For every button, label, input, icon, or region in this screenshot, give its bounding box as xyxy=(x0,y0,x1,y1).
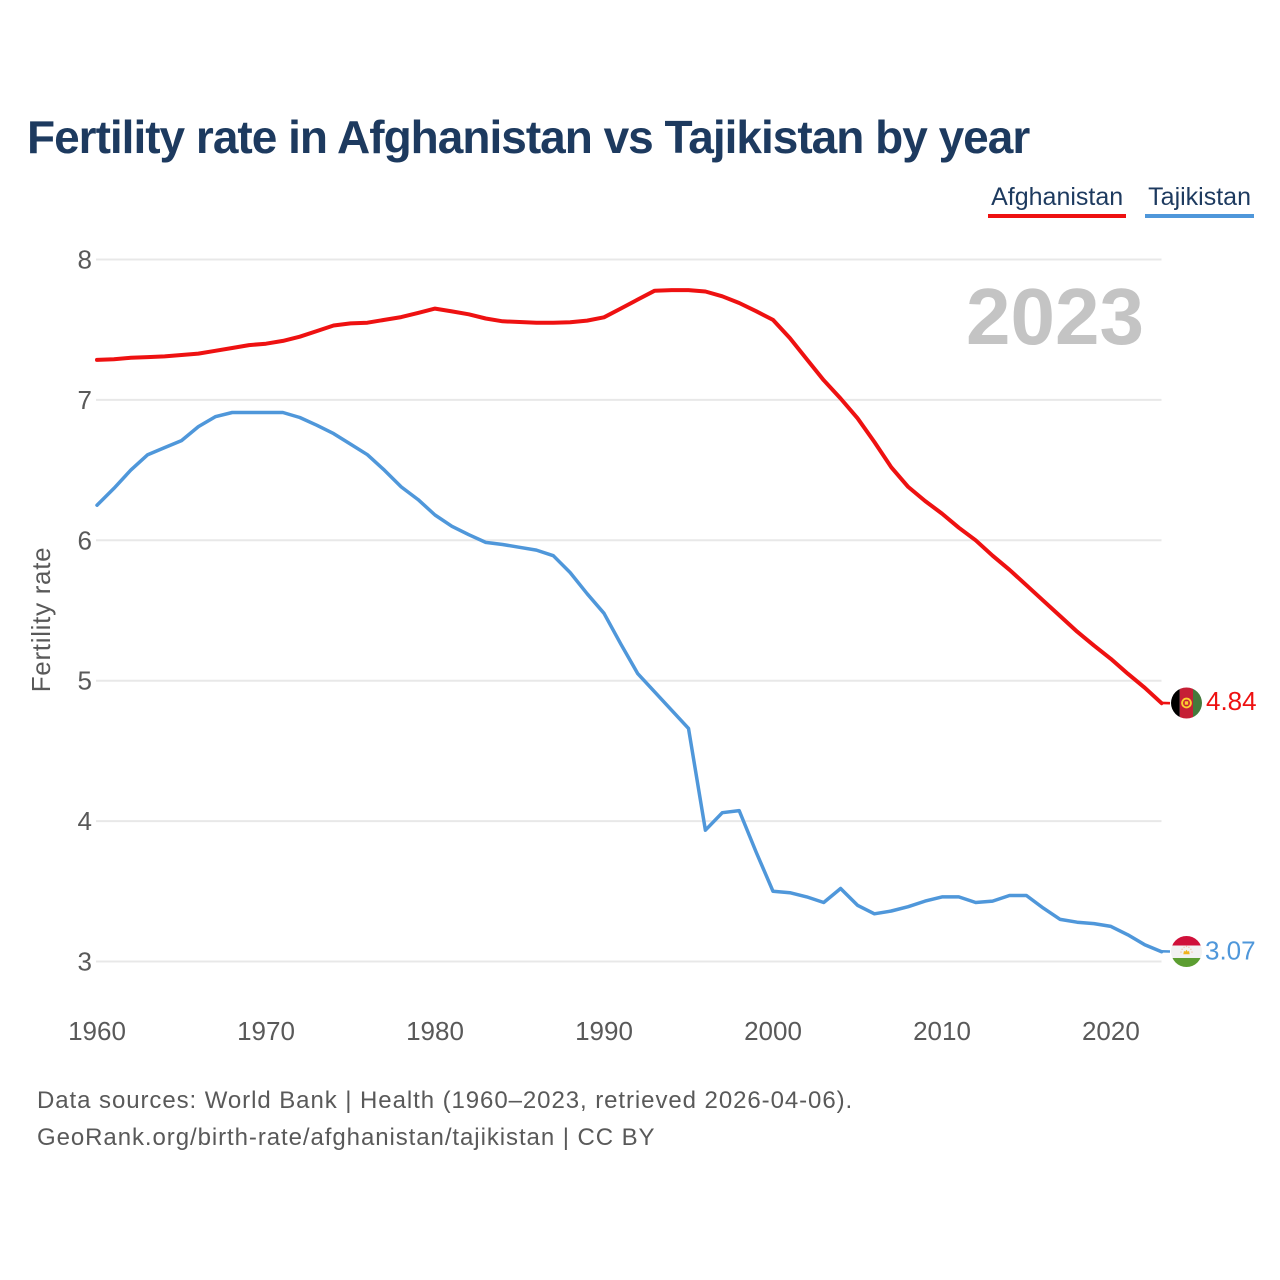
svg-text:3.07: 3.07 xyxy=(1205,936,1256,966)
svg-text:2023: 2023 xyxy=(966,272,1144,361)
svg-text:1960: 1960 xyxy=(68,1016,126,1046)
svg-text:6: 6 xyxy=(78,525,92,555)
svg-text:1970: 1970 xyxy=(237,1016,295,1046)
svg-text:Fertility rate: Fertility rate xyxy=(26,547,56,693)
svg-text:3: 3 xyxy=(78,947,92,977)
svg-text:7: 7 xyxy=(78,385,92,415)
svg-text:2020: 2020 xyxy=(1082,1016,1140,1046)
svg-text:2000: 2000 xyxy=(744,1016,802,1046)
svg-text:8: 8 xyxy=(78,245,92,275)
svg-text:1990: 1990 xyxy=(575,1016,633,1046)
svg-text:4.84: 4.84 xyxy=(1206,686,1257,716)
svg-text:2010: 2010 xyxy=(913,1016,971,1046)
svg-text:4: 4 xyxy=(78,806,92,836)
svg-text:1980: 1980 xyxy=(406,1016,464,1046)
svg-text:5: 5 xyxy=(78,666,92,696)
